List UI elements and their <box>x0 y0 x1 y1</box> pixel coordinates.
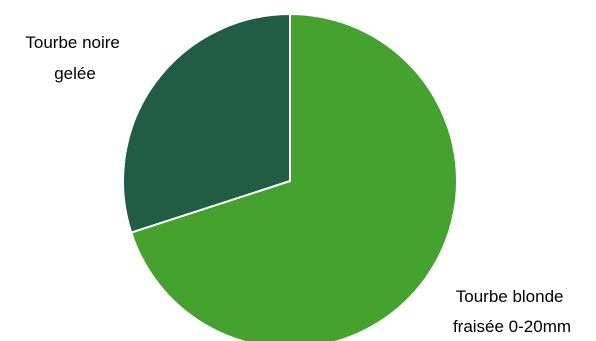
slice-label-tourbe-noire: Tourbe noire gelée <box>25 33 124 83</box>
slice-label-tourbe-blonde: Tourbe blonde fraisée 0-20mm <box>453 287 571 336</box>
slice-label-tourbe-noire-line-2: gelée <box>54 64 96 83</box>
slice-label-tourbe-noire-line-1: Tourbe noire <box>25 33 120 52</box>
pie-slice-tourbe-noire-gel-e <box>121 13 291 234</box>
pie-slice-tourbe-blonde-frais-e-0-20mm <box>130 13 458 341</box>
slice-label-tourbe-blonde-line-1: Tourbe blonde <box>456 287 564 306</box>
slice-label-tourbe-blonde-line-2: fraisée 0-20mm <box>453 317 571 336</box>
pie-slices <box>121 13 458 341</box>
